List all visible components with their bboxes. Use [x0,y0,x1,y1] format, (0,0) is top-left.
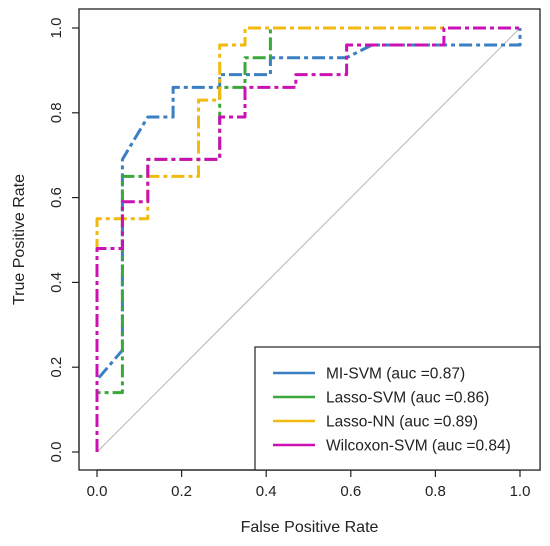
legend-label-0: MI-SVM (auc =0.87) [326,366,465,383]
y-tick-label: 0.2 [48,357,65,378]
series-line-3 [95,26,520,452]
y-tick-label: 1.0 [48,18,65,39]
x-axis: 0.0 0.2 0.4 0.6 0.8 1.0 [87,469,531,500]
x-tick-label: 1.0 [510,483,531,500]
y-tick-label: 0.6 [48,187,65,208]
y-axis: 0.0 0.2 0.4 0.6 0.8 1.0 [48,18,80,463]
y-tick-label: 0.0 [48,442,65,463]
legend-label-2: Lasso-NN (auc =0.89) [326,414,478,431]
series-line-1 [95,26,520,452]
legend-label-3: Wilcoxon-SVM (auc =0.84) [326,438,511,455]
y-tick-label: 0.4 [48,272,65,293]
reference-diagonal-line [96,27,521,453]
x-tick-label: 0.8 [425,483,446,500]
legend-box [254,346,541,471]
legend: MI-SVM (auc =0.87) Lasso-SVM (auc =0.86) L… [254,346,541,471]
y-tick-label: 0.8 [48,102,65,123]
x-tick-label: 0.6 [340,483,361,500]
series-layer [95,26,522,452]
series-line-2 [95,26,520,452]
y-axis-label: True Positive Rate [11,174,28,305]
x-tick-label: 0.4 [256,483,277,500]
x-tick-label: 0.2 [171,483,192,500]
x-axis-label: False Positive Rate [241,519,379,536]
legend-label-1: Lasso-SVM (auc =0.86) [326,390,489,407]
x-tick-label: 0.0 [87,483,108,500]
